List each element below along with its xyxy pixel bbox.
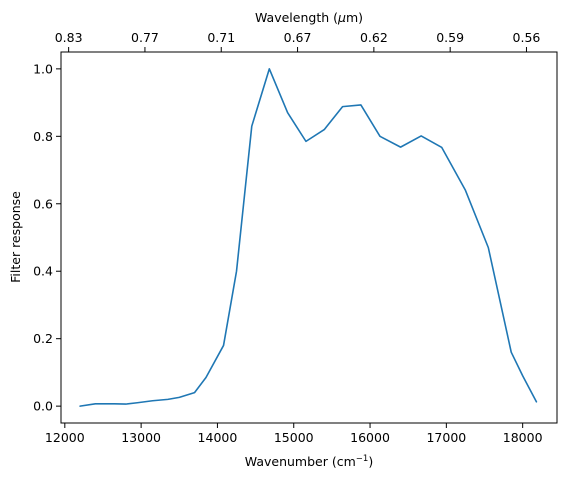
x-tick-label: 18000 xyxy=(503,430,543,445)
x-axis-label: Wavenumber (cm−1) xyxy=(245,454,373,469)
x-tick-label: 15000 xyxy=(274,430,314,445)
series-line xyxy=(79,68,538,407)
top-axis-label: Wavelength (μm) xyxy=(255,10,363,25)
y-tick-label: 0.8 xyxy=(33,129,53,144)
top-tick-label: 0.62 xyxy=(360,30,388,45)
top-tick-label: 0.56 xyxy=(513,30,541,45)
y-tick-label: 0.6 xyxy=(33,196,53,211)
y-tick-label: 0.2 xyxy=(33,331,53,346)
x-tick-label: 16000 xyxy=(350,430,390,445)
top-tick-label: 0.67 xyxy=(284,30,312,45)
y-tick-label: 1.0 xyxy=(33,61,53,76)
top-tick-label: 0.77 xyxy=(131,30,159,45)
plot-background xyxy=(61,52,557,423)
y-axis-label: Filter response xyxy=(8,191,23,283)
x-tick-label: 17000 xyxy=(426,430,466,445)
x-tick-label: 13000 xyxy=(121,430,161,445)
top-tick-label: 0.83 xyxy=(55,30,83,45)
top-tick-label: 0.59 xyxy=(436,30,464,45)
y-tick-label: 0.4 xyxy=(33,264,53,279)
top-tick-label: 0.71 xyxy=(207,30,235,45)
x-tick-label: 12000 xyxy=(45,430,85,445)
y-tick-label: 0.0 xyxy=(33,399,53,414)
plot-frame xyxy=(60,51,558,424)
x-tick-label: 14000 xyxy=(198,430,238,445)
